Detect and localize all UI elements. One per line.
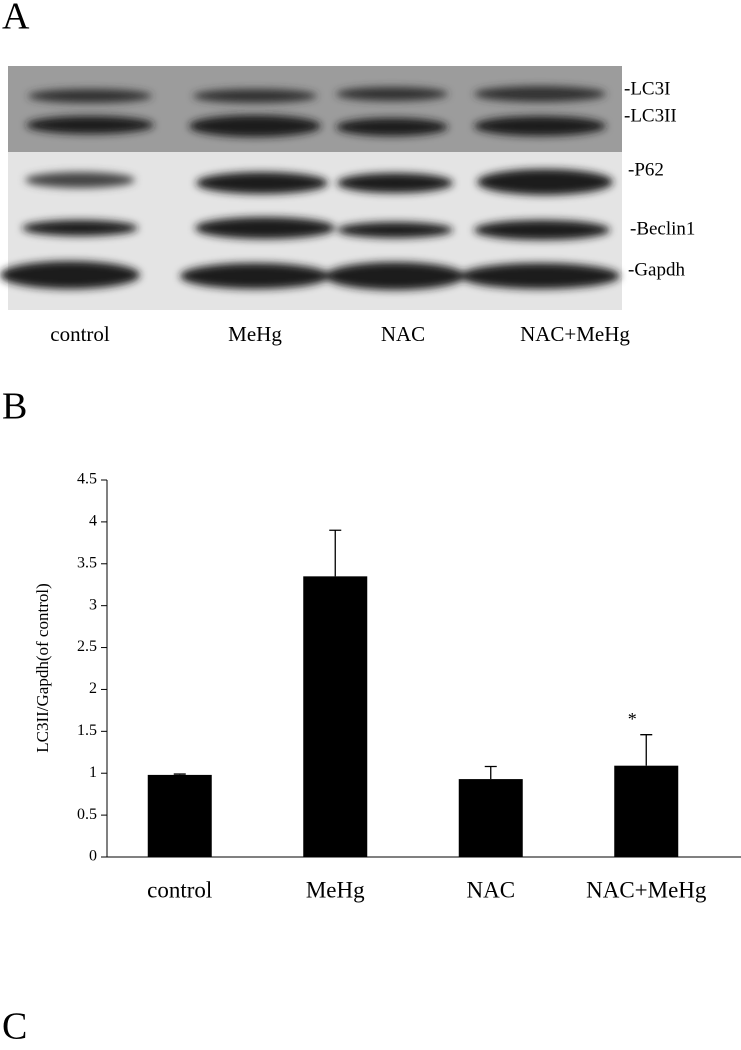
band (189, 115, 321, 137)
band (180, 263, 330, 289)
y-tick-label: 3.5 (77, 554, 97, 571)
band-label: -Gapdh (628, 259, 685, 280)
y-tick-label: 2 (89, 680, 97, 697)
bar (147, 774, 212, 857)
band (337, 222, 453, 238)
band-label: -P62 (628, 159, 664, 180)
band (474, 86, 606, 102)
y-axis-label: LC3II/Gapdh(of control) (33, 583, 52, 752)
lane-label: MeHg (228, 322, 282, 346)
band (25, 172, 135, 188)
lane-label: NAC+MeHg (520, 322, 630, 346)
band-label: -LC3I (624, 78, 670, 99)
band (196, 172, 328, 194)
band (460, 263, 620, 289)
lane-label: control (50, 322, 110, 346)
bar-chart: 0 0.5 1 1.5 2 2.5 3 3.5 4 4.5 control MeHg NAC NAC+Me… (77, 471, 741, 902)
band-label: -LC3II (624, 105, 677, 126)
significance-marker: * (628, 709, 637, 729)
x-tick-label: NAC+MeHg (586, 877, 707, 902)
panel-label: B (2, 386, 27, 428)
bar (614, 765, 679, 857)
band (337, 173, 453, 193)
bands (0, 86, 620, 290)
y-tick-label: 2.5 (77, 638, 97, 655)
x-tick-label: control (147, 877, 212, 902)
x-tick-label: NAC (466, 877, 515, 902)
y-tick-label: 0.5 (77, 806, 97, 823)
band (26, 116, 154, 134)
y-tick-label: 3 (89, 596, 97, 613)
band-label: -Beclin1 (630, 218, 695, 239)
bar (303, 576, 368, 857)
blot-image (0, 66, 622, 310)
y-tick-label: 0 (89, 848, 97, 865)
band (336, 87, 448, 101)
error-bar (329, 529, 342, 577)
error-bar (173, 773, 186, 775)
band (474, 220, 610, 240)
y-tick-label: 1 (89, 764, 97, 781)
lane-label: NAC (381, 322, 425, 346)
panel-label: A (2, 0, 30, 38)
band (22, 220, 138, 236)
band (0, 261, 140, 289)
panel-label: C (2, 1006, 27, 1048)
band (28, 89, 152, 103)
blot-strip (8, 66, 622, 152)
bar (458, 779, 523, 857)
band (477, 169, 613, 195)
band (325, 262, 465, 290)
error-bar (484, 765, 497, 780)
y-tick-label: 1.5 (77, 722, 97, 739)
error-bar (640, 734, 653, 766)
y-tick-label: 4 (89, 513, 97, 530)
y-tick-label: 4.5 (77, 471, 97, 488)
band (193, 89, 317, 103)
band (195, 217, 335, 239)
band (474, 116, 606, 136)
x-tick-label: MeHg (306, 877, 365, 902)
band (336, 118, 448, 136)
